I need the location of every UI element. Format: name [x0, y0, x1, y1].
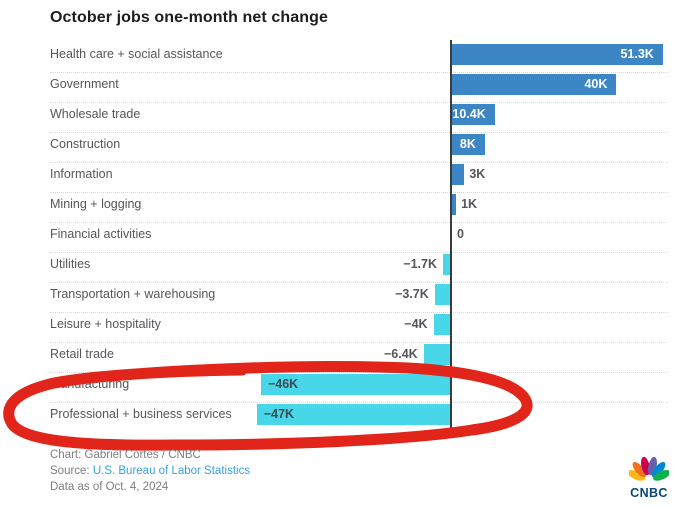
data-note: Data as of Oct. 4, 2024	[50, 481, 169, 493]
cnbc-wordmark: CNBC	[630, 486, 668, 500]
chart-footer: Chart: Gabriel Cortes / CNBC Source: U.S…	[50, 447, 250, 495]
category-label: Wholesale trade	[50, 107, 141, 121]
category-label: Utilities	[50, 257, 91, 271]
bar-positive	[452, 44, 663, 65]
gridline	[50, 372, 668, 373]
bar-positive	[452, 194, 457, 215]
category-label: Transportation + warehousing	[50, 287, 216, 301]
value-label: −3.7K	[395, 287, 429, 301]
value-label: −1.7K	[403, 257, 437, 271]
bar-negative	[443, 254, 450, 275]
bar-negative	[434, 284, 450, 305]
cnbc-logo: CNBC	[626, 454, 672, 500]
bar-negative	[423, 344, 450, 365]
gridline	[50, 252, 668, 253]
peacock-icon	[627, 456, 671, 481]
category-label: Health care + social assistance	[50, 47, 223, 61]
bar-chart: Health care + social assistance 51.3K Gove…	[0, 40, 680, 436]
gridline	[50, 312, 668, 313]
value-label: 10.4K	[452, 107, 486, 121]
bar-positive	[452, 134, 485, 155]
value-label: 3K	[469, 167, 486, 181]
value-label: −46K	[267, 377, 299, 391]
axis-line	[450, 40, 452, 434]
value-label: −4K	[404, 317, 428, 331]
category-label: Financial activities	[50, 227, 152, 241]
gridline	[50, 222, 668, 223]
value-label: 51.3K	[620, 47, 654, 61]
bar-negative	[433, 314, 450, 335]
value-label: −6.4K	[383, 347, 418, 361]
bar-positive	[452, 104, 495, 125]
source-line: Source: U.S. Bureau of Labor Statistics	[50, 463, 250, 479]
bar-positive	[452, 74, 617, 95]
source-link[interactable]: U.S. Bureau of Labor Statistics	[92, 465, 251, 477]
value-label: 1K	[461, 197, 478, 211]
category-label: Retail trade	[50, 347, 114, 361]
gridline	[50, 132, 668, 133]
value-label: 0	[457, 227, 464, 241]
category-label: Construction	[50, 137, 121, 151]
gridline	[50, 102, 668, 103]
value-label: 8K	[459, 137, 476, 151]
value-label: −47K	[263, 407, 295, 421]
chart-credit: Chart: Gabriel Cortes / CNBC	[50, 449, 201, 461]
category-label: Leisure + hospitality	[50, 317, 161, 331]
value-label: 40K	[584, 77, 608, 91]
category-label: Information	[50, 167, 113, 181]
category-label: Mining + logging	[50, 197, 142, 211]
category-label: Government	[50, 77, 119, 91]
gridline	[50, 162, 668, 163]
chart-title: October jobs one-month net change	[50, 9, 328, 26]
source-prefix: Source:	[50, 465, 93, 477]
category-label: Professional + business services	[50, 407, 232, 421]
bar-positive	[452, 164, 465, 185]
gridline	[50, 192, 668, 193]
gridline	[50, 342, 668, 343]
gridline	[50, 282, 668, 283]
gridline	[50, 72, 668, 73]
category-label: Manufacturing	[50, 377, 130, 391]
